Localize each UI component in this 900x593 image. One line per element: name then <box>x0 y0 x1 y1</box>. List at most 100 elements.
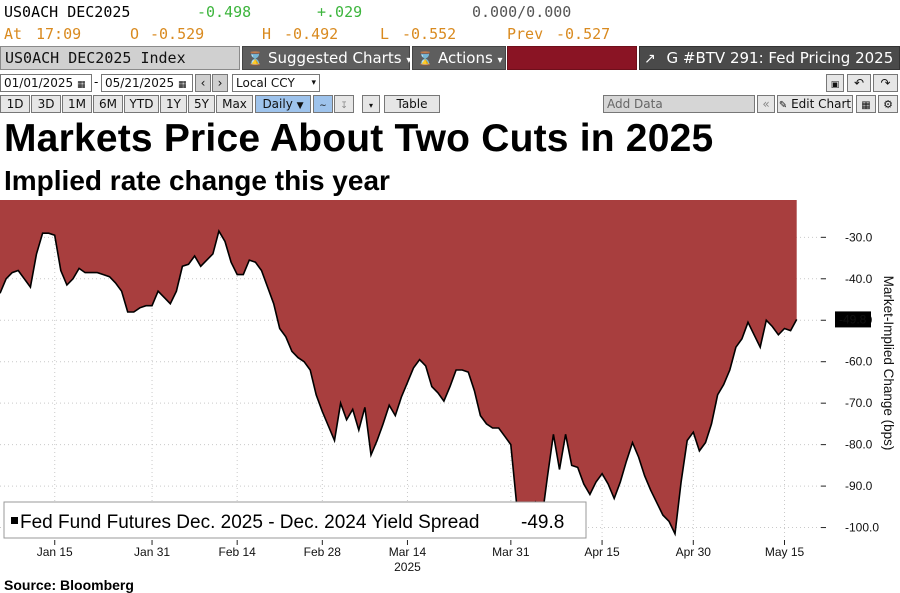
x-year-label: 2025 <box>394 560 421 574</box>
collapse-button[interactable]: « <box>757 95 775 113</box>
open-value: -0.529 <box>150 25 205 43</box>
y-axis-label: Market-Implied Change (bps) <box>881 276 896 451</box>
period-ytd-button[interactable]: YTD <box>124 95 159 113</box>
period-5y-button[interactable]: 5Y <box>188 95 215 113</box>
currency-select[interactable]: Local CCY ▾ <box>232 74 320 92</box>
x-axis: Jan 15 Jan 31 Feb 14 Feb 28 Mar 14 Mar 31 Apr … <box>37 540 805 574</box>
chevron-down-icon: ▼ <box>296 101 304 111</box>
chart-title-bar[interactable]: ↗ G #BTV 291: Fed Pricing 2025 <box>639 46 900 70</box>
undo-button[interactable]: ↶ <box>847 74 871 92</box>
quote-time: 17:09 <box>36 25 82 43</box>
chart-type-button[interactable]: ∼ <box>313 95 333 113</box>
period-1y-button[interactable]: 1Y <box>160 95 187 113</box>
download-icon: ↧ <box>340 101 348 111</box>
chart-subtitle: Implied rate change this year <box>4 165 390 196</box>
line-chart-icon: ∼ <box>319 101 327 111</box>
gear-icon: ⚙ <box>883 98 893 111</box>
x-tick-label: May 15 <box>765 545 805 559</box>
start-date-text: 01/01/2025 <box>4 76 74 90</box>
chart-title: G #BTV 291: Fed Pricing 2025 <box>666 49 894 67</box>
low-label: L <box>380 25 390 43</box>
y-tick-label: -100.0 <box>845 521 879 535</box>
table-button[interactable]: Table <box>384 95 440 113</box>
period-label: 3D <box>37 97 55 111</box>
chevron-right-icon: › <box>217 76 223 90</box>
legend-swatch <box>11 517 18 524</box>
actions-icon: ⌛ <box>417 52 434 67</box>
legend-label: Fed Fund Futures Dec. 2025 - Dec. 2024 Y… <box>20 512 479 533</box>
settings-button[interactable]: ⚙ <box>878 95 898 113</box>
end-date-field[interactable]: 05/21/2025 ▦ <box>101 74 193 92</box>
chevron-left-icon: ‹ <box>200 76 206 90</box>
window-toggle-button[interactable]: ▣ <box>826 74 844 92</box>
period-label: 1Y <box>166 97 181 111</box>
double-chevron-left-icon: « <box>762 97 770 111</box>
high-value: -0.492 <box>284 25 339 43</box>
suggested-charts-button[interactable]: ⌛ Suggested Charts ▾ <box>242 46 412 70</box>
at-label: At <box>4 25 23 43</box>
quote-bar: US0ACH DEC2025 -0.498 +.029 0.000/0.000 <box>0 0 900 22</box>
frequency-select[interactable]: Daily ▼ <box>255 95 311 113</box>
security-field[interactable]: US0ACH DEC2025 Index <box>0 46 240 70</box>
x-tick-label: Jan 31 <box>134 545 170 559</box>
last-value-box <box>835 311 871 328</box>
series-area <box>0 200 797 534</box>
legend-value: -49.8 <box>521 512 564 533</box>
x-tick-label: Jan 15 <box>37 545 73 559</box>
period-label: 1D <box>6 97 24 111</box>
period-1d-button[interactable]: 1D <box>0 95 30 113</box>
date-toolbar: 01/01/2025 ▦ - 05/21/2025 ▦ ‹ › Local CC… <box>0 74 900 93</box>
calendar-icon: ▦ <box>178 80 187 90</box>
prev-range-button[interactable]: ‹ <box>195 74 211 92</box>
y-tick-label: -70.0 <box>845 396 873 410</box>
bid-ask: 0.000/0.000 <box>472 3 572 21</box>
last-value-label: -49.8 <box>835 311 871 328</box>
prev-value: -0.527 <box>556 25 611 43</box>
table-label: Table <box>396 97 428 111</box>
start-date-field[interactable]: 01/01/2025 ▦ <box>0 74 92 92</box>
security-field-text: US0ACH DEC2025 Index <box>5 49 186 67</box>
chevron-down-icon: ▾ <box>368 101 373 110</box>
quote-details: At 17:09 O -0.529 H -0.492 L -0.552 Prev… <box>0 22 900 44</box>
source-note: Source: Bloomberg <box>4 577 134 593</box>
period-label: 6M <box>99 97 117 111</box>
edit-chart-label: Edit Chart <box>791 97 852 111</box>
edit-chart-button[interactable]: ✎ Edit Chart <box>777 95 853 113</box>
net-change: +.029 <box>317 3 363 21</box>
add-data-input[interactable]: Add Data <box>603 95 755 113</box>
date-separator: - <box>94 75 99 89</box>
period-max-button[interactable]: Max <box>216 95 253 113</box>
chart-properties-button[interactable]: ▦ <box>856 95 876 113</box>
external-link-icon: ↗ <box>644 51 656 67</box>
last-price: -0.498 <box>197 3 252 21</box>
period-label: Max <box>222 97 247 111</box>
ticker: US0ACH DEC2025 <box>4 3 131 21</box>
chart-title: Markets Price About Two Cuts in 2025 <box>4 117 714 160</box>
currency-text: Local CCY <box>236 76 295 90</box>
undo-icon: ↶ <box>853 76 865 90</box>
redo-icon: ↷ <box>880 76 891 90</box>
period-3d-button[interactable]: 3D <box>31 95 61 113</box>
last-value-text: -49.8 <box>839 312 867 326</box>
period-6m-button[interactable]: 6M <box>93 95 123 113</box>
area-chart: -30.0-40.0-50.0-60.0-70.0-80.0-90.0-100.… <box>0 200 896 574</box>
more-options-button[interactable]: ▾ <box>362 95 380 113</box>
next-range-button[interactable]: › <box>212 74 228 92</box>
end-date-text: 05/21/2025 <box>105 76 175 90</box>
open-label: O <box>130 25 140 43</box>
period-1m-button[interactable]: 1M <box>62 95 92 113</box>
redo-button[interactable]: ↷ <box>873 74 898 92</box>
prev-label: Prev <box>507 25 544 43</box>
chevron-down-icon: ▾ <box>406 55 412 66</box>
high-label: H <box>262 25 272 43</box>
low-value: -0.552 <box>402 25 457 43</box>
x-tick-label: Mar 31 <box>492 545 530 559</box>
chart-options-button[interactable]: ↧ <box>334 95 354 113</box>
y-tick-label: -40.0 <box>845 272 873 286</box>
calendar-icon: ▦ <box>77 80 86 90</box>
y-tick-label: -80.0 <box>845 438 873 452</box>
actions-button[interactable]: ⌛ Actions ▾ <box>412 46 506 70</box>
y-tick-label: -30.0 <box>845 230 873 244</box>
x-tick-label: Mar 14 <box>389 545 427 559</box>
y-tick-label: -90.0 <box>845 479 873 493</box>
